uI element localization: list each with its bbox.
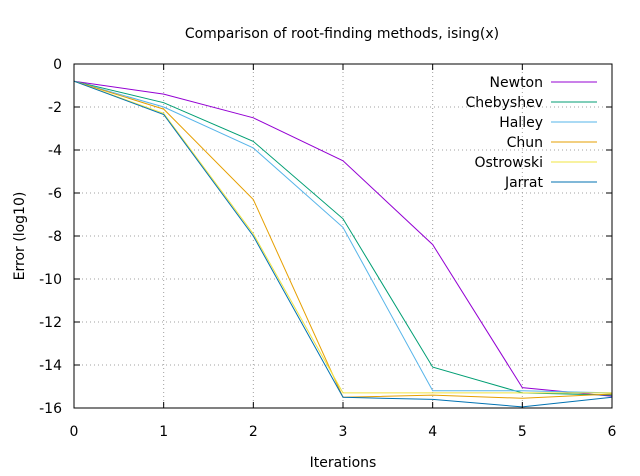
legend-label-ostrowski: Ostrowski — [474, 155, 543, 171]
x-tick-label: 0 — [70, 424, 79, 440]
y-tick-label: -8 — [48, 229, 62, 245]
y-tick-label: -4 — [48, 143, 62, 159]
x-axis-ticks: 0 1 2 3 4 5 6 — [70, 64, 617, 440]
grid-lines — [74, 64, 612, 408]
x-tick-label: 1 — [159, 424, 168, 440]
x-tick-label: 4 — [428, 424, 437, 440]
y-tick-label: -2 — [48, 100, 62, 116]
series-line-halley — [73, 80, 613, 394]
legend: Newton Chebyshev Halley Chun Ostrowski Jarrat — [466, 75, 597, 191]
x-tick-label: 2 — [249, 424, 258, 440]
y-tick-label: -6 — [48, 186, 62, 202]
y-axis-ticks: 0 -2 -4 -6 -8 -10 -12 -14 -16 — [39, 57, 612, 417]
y-tick-label: -16 — [39, 401, 62, 417]
legend-label-chebyshev: Chebyshev — [466, 95, 544, 111]
legend-label-chun: Chun — [507, 135, 543, 151]
x-tick-label: 3 — [339, 424, 348, 440]
x-axis-label: Iterations — [310, 455, 377, 471]
y-axis-label: Error (log10) — [12, 192, 28, 281]
y-tick-label: 0 — [53, 57, 62, 73]
legend-label-halley: Halley — [499, 115, 543, 131]
x-tick-label: 5 — [518, 424, 527, 440]
y-tick-label: -10 — [39, 272, 62, 288]
series-line-ostrowski — [73, 80, 612, 394]
chart-title: Comparison of root-finding methods, isin… — [185, 26, 499, 42]
legend-label-newton: Newton — [490, 75, 543, 91]
series-line-newton — [73, 80, 613, 397]
x-tick-label: 6 — [608, 424, 617, 440]
y-tick-label: -12 — [39, 315, 62, 331]
legend-label-jarrat: Jarrat — [504, 175, 544, 191]
y-tick-label: -14 — [39, 358, 62, 374]
